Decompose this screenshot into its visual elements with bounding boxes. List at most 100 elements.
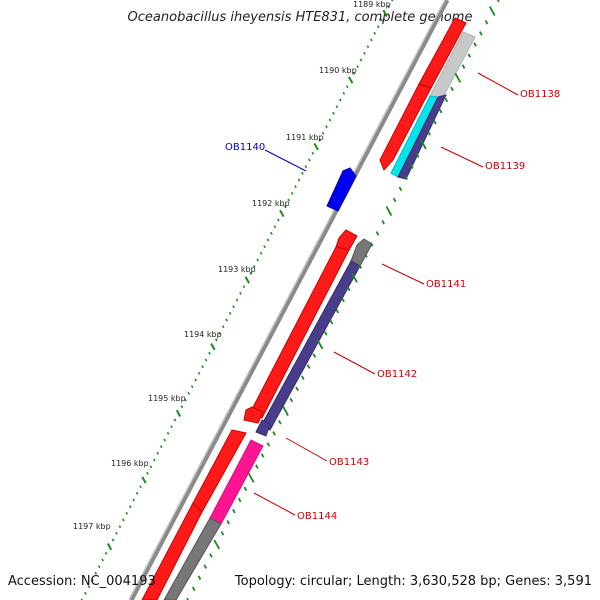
ruler-minor-tick	[304, 165, 308, 169]
ruler-labels: 1189 kbp 1190 kbp 1191 kbp 1192 kbp 1193…	[73, 0, 391, 531]
ruler-minor-tick	[232, 305, 235, 309]
gene-label-ob1141[interactable]: OB1141	[426, 279, 466, 290]
ruler-minor-tick	[252, 265, 256, 269]
gene-label-ob1144[interactable]: OB1144	[297, 511, 337, 522]
outer-minor-tick	[272, 431, 276, 436]
cds-ob1145-rev[interactable]	[163, 517, 222, 600]
outer-minor-tick	[427, 131, 431, 136]
ruler-minor-tick	[156, 451, 160, 455]
gene-label-ob1138[interactable]: OB1138	[520, 89, 560, 100]
outer-minor-tick	[346, 286, 351, 292]
ruler-minor-tick	[128, 505, 132, 509]
ruler-minor-tick	[197, 371, 201, 375]
ruler-minor-tick	[208, 351, 211, 355]
ruler-label-1192: 1192 kbp	[252, 199, 290, 208]
ruler-minor-tick	[301, 171, 304, 175]
outer-minor-tick	[444, 97, 449, 103]
ruler-minor-tick	[332, 111, 335, 115]
outer-minor-tick	[398, 186, 403, 192]
ruler-minor-tick	[287, 198, 290, 202]
ruler-minor-tick	[170, 425, 173, 429]
outer-minor-tick	[243, 486, 248, 492]
ruler-minor-tick	[363, 51, 366, 55]
outer-minor-tick	[335, 308, 340, 314]
ruler-minor-tick	[235, 298, 239, 302]
ruler-label-1191: 1191 kbp	[286, 133, 324, 142]
ruler-minor-tick	[97, 565, 101, 569]
ruler-minor-tick	[242, 285, 246, 289]
outer-major-tick	[316, 339, 324, 350]
ruler-minor-tick	[335, 105, 339, 109]
ruler-minor-tick	[249, 271, 253, 275]
outer-major-tick	[454, 72, 462, 83]
ruler-minor-tick	[215, 338, 218, 342]
gene-label-ob1142[interactable]: OB1142	[377, 369, 417, 380]
ruler-minor-tick	[180, 405, 184, 409]
outer-minor-tick	[364, 253, 368, 258]
outer-minor-tick	[329, 319, 334, 325]
gene-label-ob1139[interactable]: OB1139	[485, 161, 525, 172]
ruler-minor-tick	[370, 38, 373, 42]
ruler-minor-tick	[345, 85, 349, 89]
ruler-minor-tick	[84, 591, 87, 595]
ruler-minor-tick	[311, 151, 315, 155]
outer-major-tick	[213, 539, 220, 550]
gene-label-ob1140[interactable]: OB1140	[225, 142, 265, 153]
ruler-minor-tick	[104, 551, 108, 555]
ruler-minor-tick	[376, 25, 380, 29]
gene-label-ob1143[interactable]: OB1143	[329, 457, 369, 468]
ruler-minor-tick	[256, 258, 259, 262]
cds-ob1145-fwd[interactable]	[141, 502, 203, 600]
outer-minor-tick	[433, 119, 437, 125]
ruler-minor-tick	[328, 118, 332, 122]
cds-ob1142-rev[interactable]	[260, 260, 361, 431]
outer-minor-tick	[375, 231, 380, 236]
ruler-minor-tick	[259, 251, 263, 255]
outer-minor-tick	[415, 153, 420, 158]
outer-minor-tick	[467, 53, 472, 58]
ruler-minor-tick	[321, 131, 325, 135]
outer-minor-tick	[226, 519, 230, 525]
cds-ob1139-fwd[interactable]	[379, 83, 432, 171]
ruler-minor-tick	[111, 538, 115, 542]
cds-ob1141-rev[interactable]	[350, 238, 373, 267]
ruler-label-1196: 1196 kbp	[111, 459, 149, 468]
outer-minor-tick	[289, 397, 294, 403]
genome-backbone	[128, 0, 450, 600]
outer-minor-tick	[232, 508, 236, 514]
ruler-minor-tick	[80, 598, 83, 600]
ruler-label-1193: 1193 kbp	[218, 265, 256, 274]
outer-minor-tick	[369, 242, 374, 247]
outer-minor-tick	[410, 164, 414, 169]
outer-minor-tick	[323, 331, 328, 336]
ruler-major-tick	[313, 143, 319, 151]
ruler-minor-tick	[308, 158, 311, 162]
ruler-minor-tick	[273, 225, 277, 229]
genome-summary-text: Topology: circular; Length: 3,630,528 bp…	[234, 574, 592, 589]
cds-ob1142-fwd[interactable]	[249, 246, 350, 419]
outer-minor-tick	[237, 497, 242, 503]
cds-ob1140[interactable]	[326, 167, 357, 212]
genome-backbone-highlight	[128, 0, 446, 600]
ruler-major-tick	[244, 276, 250, 284]
ruler-major-tick	[106, 543, 113, 551]
ruler-minor-tick	[297, 178, 301, 182]
outer-minor-tick	[197, 575, 202, 581]
outer-minor-tick	[260, 453, 265, 458]
outer-minor-tick	[341, 297, 345, 303]
ruler-minor-tick	[339, 98, 342, 102]
outer-minor-tick	[312, 353, 317, 358]
outer-minor-tick	[438, 108, 443, 114]
ruler-minor-tick	[366, 45, 370, 49]
outer-minor-tick	[203, 564, 208, 569]
ruler-minor-tick	[201, 365, 204, 369]
ruler-minor-tick	[391, 0, 394, 2]
ruler-minor-tick	[359, 58, 363, 62]
cds-ob1143-rev[interactable]	[255, 419, 271, 437]
ruler-minor-tick	[270, 231, 273, 235]
cds-ob1141-fwd[interactable]	[335, 229, 358, 251]
cds-ob1143-fwd[interactable]	[243, 406, 264, 424]
outer-minor-tick	[473, 42, 477, 47]
ruler-ticks	[80, 0, 394, 600]
outer-minor-tick	[301, 375, 305, 381]
